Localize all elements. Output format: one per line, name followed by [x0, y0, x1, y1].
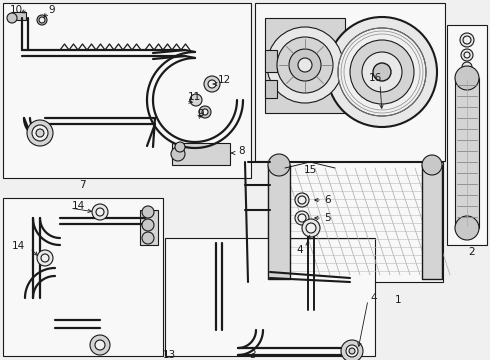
Circle shape [92, 204, 108, 220]
Text: 2: 2 [469, 247, 475, 257]
Text: 14: 14 [12, 241, 25, 251]
Circle shape [298, 214, 306, 222]
Circle shape [171, 147, 185, 161]
Circle shape [462, 62, 472, 72]
Circle shape [298, 58, 312, 72]
Circle shape [39, 17, 45, 23]
Bar [298, 198, 306, 202]
Circle shape [36, 129, 44, 137]
Circle shape [142, 219, 154, 231]
Circle shape [7, 13, 17, 23]
Text: 6: 6 [324, 195, 331, 205]
Circle shape [298, 196, 306, 204]
Text: 13: 13 [163, 350, 176, 360]
Circle shape [268, 154, 290, 176]
Circle shape [90, 335, 110, 355]
Bar [298, 216, 306, 220]
Circle shape [349, 348, 355, 354]
Circle shape [362, 52, 402, 92]
Circle shape [37, 250, 53, 266]
Circle shape [350, 40, 414, 104]
Circle shape [341, 340, 363, 360]
Text: 11: 11 [188, 92, 201, 102]
Circle shape [190, 94, 202, 106]
Text: 15: 15 [303, 165, 317, 175]
Circle shape [96, 208, 104, 216]
Text: 10: 10 [10, 5, 23, 15]
Bar [265, 18, 345, 113]
Circle shape [277, 37, 333, 93]
Bar [140, 210, 158, 245]
Bar [268, 162, 443, 282]
Circle shape [464, 52, 470, 58]
Text: 7: 7 [79, 180, 85, 190]
Circle shape [302, 219, 320, 237]
Bar [172, 143, 230, 165]
Bar [255, 3, 445, 161]
Circle shape [142, 206, 154, 218]
Bar [422, 165, 442, 279]
Circle shape [267, 27, 343, 103]
Text: 3: 3 [249, 350, 255, 360]
Text: 9: 9 [197, 109, 204, 119]
Text: 4: 4 [370, 293, 377, 303]
Circle shape [95, 340, 105, 350]
Text: 1: 1 [394, 295, 401, 305]
Bar [265, 80, 277, 98]
Bar [455, 78, 479, 228]
Bar [447, 25, 487, 245]
Circle shape [460, 33, 474, 47]
Text: 14: 14 [72, 201, 85, 211]
Text: 5: 5 [324, 213, 331, 223]
Text: 4: 4 [296, 245, 303, 255]
Text: 12: 12 [218, 75, 231, 85]
Circle shape [455, 66, 479, 90]
Circle shape [202, 109, 208, 115]
Circle shape [289, 49, 321, 81]
Circle shape [295, 193, 309, 207]
Bar [165, 238, 375, 356]
Circle shape [306, 223, 316, 233]
Circle shape [455, 216, 479, 240]
Circle shape [142, 232, 154, 244]
Circle shape [463, 36, 471, 44]
Text: 16: 16 [368, 73, 382, 83]
Circle shape [204, 76, 220, 92]
Bar [265, 50, 277, 72]
Circle shape [208, 80, 216, 88]
Text: 8: 8 [238, 146, 245, 156]
Circle shape [346, 345, 358, 357]
Circle shape [422, 155, 442, 175]
Bar [12, 12, 26, 20]
Bar [3, 198, 163, 356]
Circle shape [175, 142, 185, 152]
Circle shape [373, 63, 391, 81]
Circle shape [41, 254, 49, 262]
Text: 9: 9 [48, 5, 54, 15]
Circle shape [32, 125, 48, 141]
Circle shape [37, 15, 47, 25]
Circle shape [338, 28, 426, 116]
Bar [268, 165, 290, 279]
Bar [3, 3, 251, 178]
Circle shape [327, 17, 437, 127]
Circle shape [295, 211, 309, 225]
Circle shape [199, 106, 211, 118]
Circle shape [461, 49, 473, 61]
Circle shape [27, 120, 53, 146]
